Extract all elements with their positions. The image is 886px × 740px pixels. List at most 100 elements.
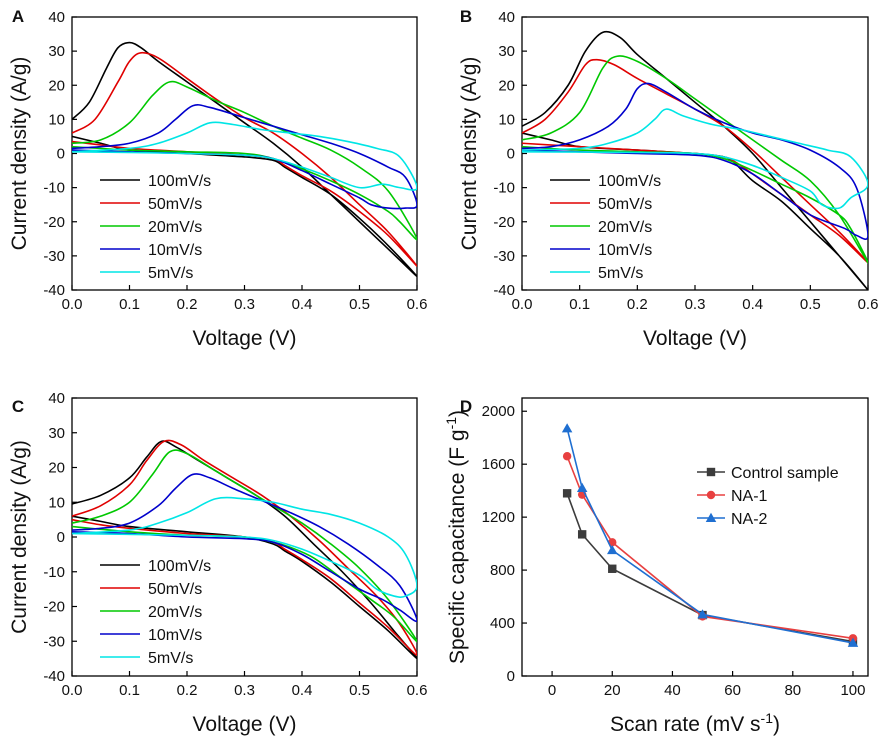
y-tick-label: 0	[507, 668, 515, 685]
series-5mv-s	[72, 121, 417, 191]
y-tick-label: -20	[493, 214, 515, 231]
panel-A: A 0.0 0.1 0.2 0.3 0.4 0.5 0.6 -40 -30 -20 -10 0 10 20 3…	[8, 7, 427, 350]
legend-entry: 5mV/s	[100, 650, 193, 667]
legend-label: 10mV/s	[148, 242, 202, 259]
data-point-triangle	[847, 637, 859, 647]
series-10mv-s	[522, 82, 868, 240]
legend-entry: 50mV/s	[100, 196, 202, 213]
data-point-square	[706, 467, 716, 477]
y-tick-label: -30	[43, 633, 65, 650]
x-tick-label: 0.6	[407, 682, 428, 699]
y-axis-label: Current density (A/g)	[8, 57, 31, 251]
x-tick-label: 0.2	[177, 682, 198, 699]
x-tick-label: 0.6	[407, 296, 428, 313]
data-point-circle	[706, 490, 716, 500]
y-tick-label: 40	[498, 9, 515, 26]
y-tick-label: 0	[57, 146, 65, 163]
x-tick-label: 0.3	[685, 296, 706, 313]
y-axis-label-sup: -1	[443, 417, 459, 430]
y-axis-label: Current density (A/g)	[8, 440, 31, 634]
x-tick-label: 0.3	[234, 296, 255, 313]
legend-label: 20mV/s	[598, 219, 652, 236]
legend-label: 50mV/s	[148, 581, 202, 598]
panel-label: A	[12, 7, 24, 26]
x-axis-label-sup: -1	[761, 710, 774, 726]
x-tick-label: 0.1	[569, 296, 590, 313]
y-tick-label: -30	[43, 248, 65, 265]
y-tick-label: 400	[490, 615, 515, 632]
x-tick-label: 40	[664, 682, 681, 699]
series-10mv-s	[72, 473, 417, 623]
legend-entry: 100mV/s	[550, 173, 661, 190]
y-tick-label: -40	[43, 668, 65, 685]
legend-entry: 100mV/s	[100, 558, 211, 575]
series-50mv-s	[72, 51, 417, 267]
series-5mv-s	[522, 108, 868, 210]
x-tick-label: 0.5	[349, 682, 370, 699]
x-tick-label: 0.5	[349, 296, 370, 313]
legend-entry: 50mV/s	[550, 196, 652, 213]
legend-entry: 100mV/s	[100, 173, 211, 190]
x-tick-label: 0.5	[800, 296, 821, 313]
x-tick-label: 0.1	[119, 296, 140, 313]
x-tick-label: 0.2	[177, 296, 198, 313]
legend-entry: 5mV/s	[550, 265, 643, 282]
y-tick-label: 40	[48, 9, 65, 26]
x-tick-label: 100	[840, 682, 865, 699]
legend-label: Control sample	[731, 465, 839, 482]
legend-entry: 20mV/s	[550, 219, 652, 236]
panel-label: B	[460, 7, 472, 26]
cv-curve	[522, 55, 868, 264]
panel-label: D	[460, 397, 472, 416]
cv-curve	[72, 439, 417, 656]
legend-entry: 50mV/s	[100, 581, 202, 598]
y-tick-label: 10	[48, 111, 65, 128]
legend-label: 5mV/s	[148, 650, 193, 667]
cv-curve	[522, 58, 868, 264]
x-tick-label: 0.1	[119, 682, 140, 699]
cv-curve	[522, 82, 868, 240]
x-tick-label: 60	[724, 682, 741, 699]
x-axis-label: Voltage (V)	[193, 327, 297, 350]
legend-label: 5mV/s	[148, 265, 193, 282]
x-axis-label: Voltage (V)	[193, 713, 297, 736]
y-axis-label-end: )	[446, 410, 469, 417]
data-point-triangle	[561, 423, 573, 433]
y-tick-label: -20	[43, 214, 65, 231]
y-tick-label: -40	[493, 282, 515, 299]
series-control-sample	[562, 489, 858, 646]
panel-B: B 0.0 0.1 0.2 0.3 0.4 0.5 0.6 -40 -30 -20 -10 0 10 20 3…	[458, 7, 878, 350]
panel-label: C	[12, 397, 24, 416]
x-tick-label: 0.0	[512, 296, 533, 313]
y-tick-label: 800	[490, 562, 515, 579]
y-axis-label-main: Specific capacitance (F g	[446, 429, 469, 664]
x-tick-label: 20	[604, 682, 621, 699]
y-tick-label: 20	[498, 77, 515, 94]
y-tick-label: 30	[48, 425, 65, 442]
x-tick-label: 0.4	[292, 296, 313, 313]
y-tick-label: -20	[43, 599, 65, 616]
x-tick-label: 0.2	[627, 296, 648, 313]
cv-curve	[72, 121, 417, 191]
y-axis-label: Specific capacitance (F g-1)	[443, 410, 469, 664]
legend-label: 10mV/s	[148, 627, 202, 644]
x-axis-label: Scan rate (mV s-1)	[610, 710, 780, 736]
data-point-square	[577, 530, 587, 539]
legend-label: 100mV/s	[148, 173, 211, 190]
y-tick-label: 0	[57, 529, 65, 546]
cv-curve	[522, 108, 868, 210]
data-point-triangle	[705, 512, 717, 522]
y-tick-label: 2000	[482, 403, 515, 420]
x-tick-label: 0.3	[234, 682, 255, 699]
legend-label: NA-2	[731, 511, 768, 528]
y-tick-label: 10	[498, 111, 515, 128]
x-tick-label: 0.0	[62, 296, 83, 313]
y-tick-label: -10	[493, 180, 515, 197]
data-point-square	[562, 489, 572, 498]
x-axis-label-end: )	[773, 713, 780, 736]
legend-label: 50mV/s	[148, 196, 202, 213]
legend-entry: 5mV/s	[100, 265, 193, 282]
series-100mv-s	[72, 41, 417, 278]
series-na-2	[561, 423, 859, 647]
